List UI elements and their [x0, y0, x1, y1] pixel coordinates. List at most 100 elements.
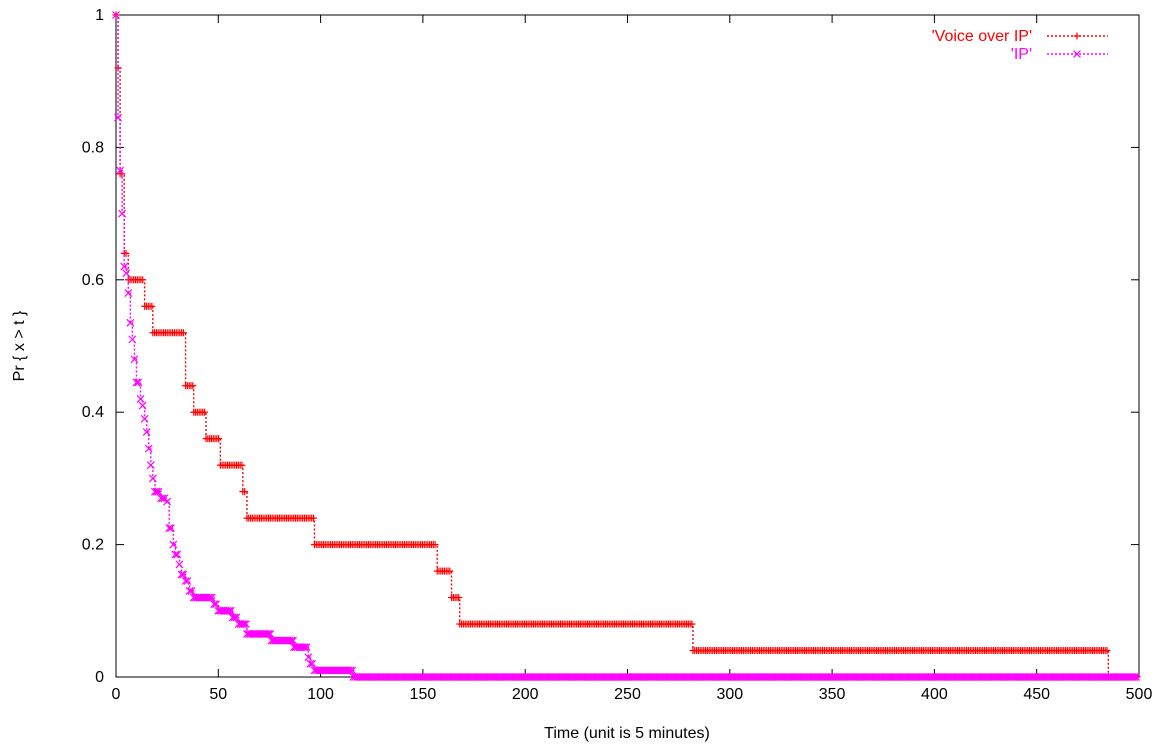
series-voice-over-ip [112, 11, 1141, 681]
data-point [175, 560, 184, 569]
series-layer [112, 11, 1141, 681]
legend-marker [1073, 50, 1081, 58]
data-point [264, 630, 273, 638]
y-tick-label: 0.6 [82, 272, 104, 289]
data-point [179, 570, 188, 579]
data-point [134, 378, 143, 387]
data-point [126, 318, 135, 327]
data-point [1132, 673, 1141, 681]
x-tick-label: 300 [716, 686, 743, 703]
data-point [348, 666, 357, 675]
x-axis-ticks: 0 50 100 150 200 250 300 350 400 450 500 [112, 15, 1153, 703]
data-point [169, 540, 178, 549]
data-point [154, 487, 163, 496]
data-point [167, 524, 175, 532]
y-tick-label: 0.4 [82, 404, 104, 421]
data-point [158, 494, 167, 503]
data-point [183, 577, 192, 585]
data-point [287, 636, 296, 645]
legend-marker [1073, 32, 1081, 40]
y-tick-label: 0 [95, 669, 104, 686]
data-point [130, 355, 139, 364]
data-point [185, 587, 194, 595]
data-point [228, 613, 237, 622]
data-point [431, 541, 439, 549]
series-line [116, 14, 1139, 678]
data-point [242, 620, 250, 628]
data-point [157, 494, 165, 503]
data-point [124, 289, 133, 297]
data-point [346, 666, 355, 675]
x-tick-label: 250 [614, 686, 641, 703]
data-point [310, 514, 318, 522]
data-point [152, 487, 161, 496]
data-point [308, 659, 317, 668]
legend-label: 'Voice over IP' [932, 28, 1032, 45]
y-tick-label: 1 [95, 7, 104, 24]
data-point [150, 487, 159, 496]
data-point [215, 435, 223, 443]
legend-label: 'IP' [1011, 46, 1032, 63]
data-point [177, 570, 186, 579]
data-point [226, 606, 235, 615]
plot-frame [115, 14, 1140, 678]
data-point [688, 620, 696, 628]
data-point [136, 395, 145, 403]
series-ip [112, 11, 1141, 681]
data-point [122, 269, 131, 278]
x-tick-label: 450 [1023, 686, 1050, 703]
data-point [201, 408, 209, 416]
data-point [173, 550, 182, 559]
series-line [116, 14, 1139, 678]
x-axis-label: Time (unit is 5 minutes) [544, 725, 710, 742]
data-point [302, 643, 311, 652]
data-point [181, 577, 190, 585]
data-point [118, 209, 127, 218]
data-point [230, 613, 239, 622]
data-point [1128, 673, 1137, 681]
data-point [116, 166, 125, 175]
data-point [171, 550, 180, 559]
data-point [304, 653, 313, 662]
data-point [187, 587, 196, 595]
x-tick-label: 0 [112, 686, 121, 703]
data-point [266, 630, 275, 638]
data-point [300, 643, 309, 652]
x-tick-label: 500 [1126, 686, 1153, 703]
x-tick-label: 200 [512, 686, 539, 703]
data-point [120, 262, 129, 271]
data-point [285, 636, 294, 645]
data-point [232, 613, 241, 622]
data-point [240, 620, 249, 628]
data-point [206, 593, 214, 602]
data-point [139, 276, 147, 284]
y-tick-label: 0.8 [82, 139, 104, 156]
y-axis-label: Pr { x > t } [11, 310, 28, 381]
data-point [122, 249, 130, 257]
data-point [132, 378, 141, 387]
data-point [148, 474, 157, 483]
data-point [112, 11, 120, 19]
data-point [1130, 673, 1139, 681]
x-tick-label: 150 [410, 686, 437, 703]
data-point [210, 600, 219, 609]
data-point [207, 593, 216, 602]
y-tick-label: 0.2 [82, 537, 104, 554]
data-point [144, 444, 153, 453]
data-point [179, 329, 187, 337]
data-point [238, 461, 246, 469]
data-point [223, 606, 232, 615]
data-point [140, 414, 149, 423]
data-point [1103, 647, 1111, 655]
data-point [212, 600, 220, 609]
data-point [299, 643, 307, 652]
data-point [241, 488, 249, 496]
data-point [189, 382, 197, 390]
data-point [148, 302, 156, 310]
data-point [138, 401, 147, 410]
x-tick-label: 100 [307, 686, 334, 703]
data-point [446, 567, 454, 575]
x-tick-label: 50 [209, 686, 227, 703]
data-point [204, 593, 213, 602]
